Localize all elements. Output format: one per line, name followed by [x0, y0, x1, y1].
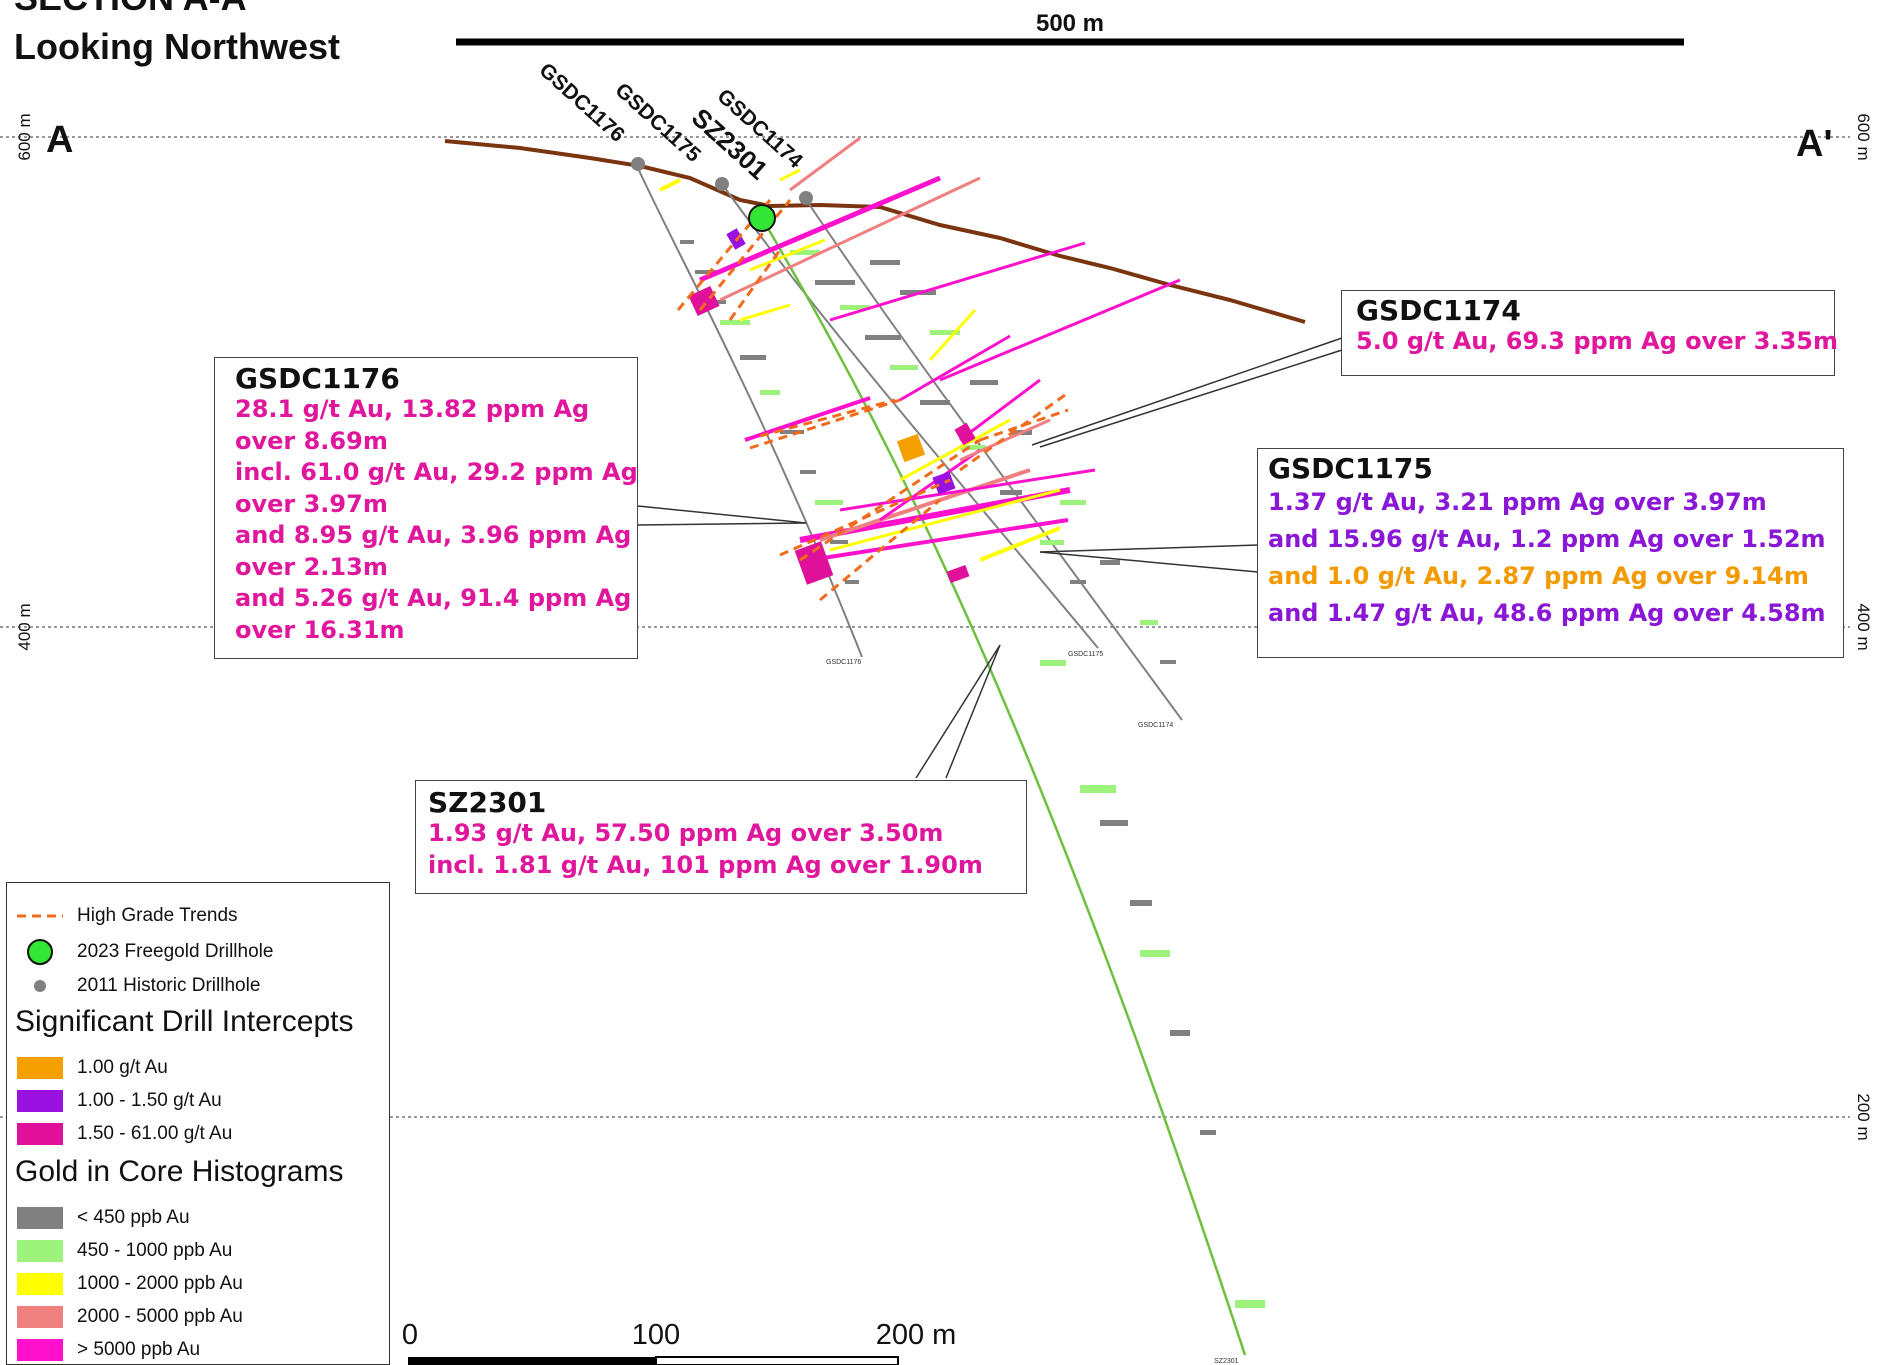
legend-item-histogram: < 450 ppb Au: [7, 1203, 190, 1233]
swatch-icon: [17, 1123, 63, 1145]
callout-line: 1.93 g/t Au, 57.50 ppm Ag over 3.50m: [428, 819, 944, 847]
elev-right-400: 400 m: [1854, 603, 1873, 650]
trace-sz2301: [760, 217, 1247, 1356]
high-grade-trends: [676, 199, 1069, 602]
dashed-line-icon: [17, 905, 63, 927]
hole-end-sz2301: SZ2301: [1214, 1358, 1239, 1365]
scale-label-100: 100: [632, 1319, 680, 1351]
callout-title: GSDC1176: [235, 362, 400, 395]
callout-line: over 8.69m: [235, 426, 388, 455]
legend-label: > 5000 ppb Au: [77, 1339, 201, 1360]
legend-item-histogram: > 5000 ppb Au: [7, 1335, 200, 1365]
collar-gsdc1175[interactable]: [715, 177, 729, 191]
callout-sz2301: SZ2301 1.93 g/t Au, 57.50 ppm Ag over 3.…: [415, 780, 1027, 894]
map-legend: High Grade Trends 2023 Freegold Drillhol…: [6, 882, 390, 1365]
legend-item-historic-hole: 2011 Historic Drillhole: [7, 971, 260, 1001]
gold-histograms: [680, 240, 1265, 1308]
swatch-icon: [17, 1207, 63, 1229]
elev-right-200: 200 m: [1854, 1093, 1873, 1140]
legend-item-freegold-hole: 2023 Freegold Drillhole: [7, 937, 273, 967]
top-scale-label: 500 m: [1036, 10, 1104, 37]
callout-gsdc1176: GSDC1176 28.1 g/t Au, 13.82 ppm Ag over …: [214, 357, 638, 659]
collar-gsdc1174[interactable]: [799, 191, 813, 205]
hole-end-gsdc1176: GSDC1176: [826, 659, 861, 666]
legend-item-intercept: 1.00 - 1.50 g/t Au: [7, 1086, 222, 1116]
grey-dot-icon: [17, 975, 63, 997]
callout-title: GSDC1175: [1268, 452, 1433, 485]
section-title: SECTION A-A': [14, 0, 255, 18]
legend-label: 1.50 - 61.00 g/t Au: [77, 1123, 233, 1144]
callout-line: over 16.31m: [235, 615, 405, 644]
callout-line: and 1.0 g/t Au, 2.87 ppm Ag over 9.14m: [1268, 562, 1809, 590]
hole-end-gsdc1174: GSDC1174: [1138, 722, 1173, 729]
trace-gsdc1174: [804, 197, 1183, 721]
callout-line: over 3.97m: [235, 489, 388, 518]
collar-sz2301[interactable]: [748, 204, 776, 232]
legend-item-trends: High Grade Trends: [7, 901, 238, 931]
scale-label-200: 200 m: [876, 1319, 957, 1351]
callout-line: incl. 1.81 g/t Au, 101 ppm Ag over 1.90m: [428, 850, 983, 879]
swatch-icon: [17, 1339, 63, 1361]
scale-label-0: 0: [402, 1319, 418, 1351]
section-end-a-prime: A': [1796, 123, 1832, 165]
elev-right-600: 600 m: [1854, 113, 1873, 160]
intercept-blocks: [688, 228, 976, 585]
legend-label: 1.00 - 1.50 g/t Au: [77, 1090, 222, 1111]
callout-gsdc1175: GSDC1175 1.37 g/t Au, 3.21 ppm Ag over 3…: [1257, 448, 1844, 658]
section-subtitle: Looking Northwest: [14, 26, 340, 67]
callout-title: GSDC1174: [1356, 294, 1521, 327]
callout-leaders: [637, 337, 1343, 779]
legend-item-histogram: 2000 - 5000 ppb Au: [7, 1302, 243, 1332]
legend-label: 1.00 g/t Au: [77, 1057, 168, 1078]
callout-line: incl. 61.0 g/t Au, 29.2 ppm Ag: [235, 458, 638, 486]
bottom-scale-bar: [408, 1356, 899, 1365]
callout-line: and 8.95 g/t Au, 3.96 ppm Ag: [235, 521, 632, 549]
legend-label: 2023 Freegold Drillhole: [77, 941, 274, 962]
collar-gsdc1176[interactable]: [631, 157, 645, 171]
legend-item-intercept: 1.50 - 61.00 g/t Au: [7, 1119, 232, 1149]
green-circle-icon: [17, 939, 63, 965]
legend-label: 1000 - 2000 ppb Au: [77, 1273, 243, 1294]
legend-label: 2000 - 5000 ppb Au: [77, 1306, 243, 1327]
legend-label: 2011 Historic Drillhole: [77, 975, 261, 996]
hole-end-gsdc1175: GSDC1175: [1068, 651, 1103, 658]
legend-heading-histograms: Gold in Core Histograms: [15, 1155, 344, 1188]
legend-label: High Grade Trends: [77, 905, 238, 926]
elev-left-400: 400 m: [15, 603, 34, 650]
callout-line: and 15.96 g/t Au, 1.2 ppm Ag over 1.52m: [1268, 525, 1826, 553]
callout-line: over 2.13m: [235, 552, 388, 581]
swatch-icon: [17, 1273, 63, 1295]
callout-title: SZ2301: [428, 786, 547, 819]
legend-label: 450 - 1000 ppb Au: [77, 1240, 233, 1261]
callout-gsdc1174: GSDC1174 5.0 g/t Au, 69.3 ppm Ag over 3.…: [1341, 290, 1839, 376]
callout-line: 28.1 g/t Au, 13.82 ppm Ag: [235, 395, 590, 423]
callout-line: and 1.47 g/t Au, 48.6 ppm Ag over 4.58m: [1268, 599, 1826, 627]
legend-heading-intercepts: Significant Drill Intercepts: [15, 1005, 354, 1038]
legend-item-histogram: 450 - 1000 ppb Au: [7, 1236, 232, 1266]
drillhole-label-gsdc1176: GSDC1176: [535, 59, 629, 147]
section-end-a: A: [46, 119, 73, 161]
swatch-icon: [17, 1090, 63, 1112]
elev-left-600: 600 m: [15, 113, 34, 160]
swatch-icon: [17, 1306, 63, 1328]
legend-item-histogram: 1000 - 2000 ppb Au: [7, 1269, 243, 1299]
callout-line: 1.37 g/t Au, 3.21 ppm Ag over 3.97m: [1268, 488, 1767, 516]
legend-item-intercept: 1.00 g/t Au: [7, 1053, 168, 1083]
topography-line: [444, 139, 1306, 324]
swatch-icon: [17, 1057, 63, 1079]
swatch-icon: [17, 1240, 63, 1262]
callout-line: and 5.26 g/t Au, 91.4 ppm Ag: [235, 584, 632, 612]
callout-line: 5.0 g/t Au, 69.3 ppm Ag over 3.35m: [1356, 327, 1839, 355]
legend-label: < 450 ppb Au: [77, 1207, 190, 1228]
